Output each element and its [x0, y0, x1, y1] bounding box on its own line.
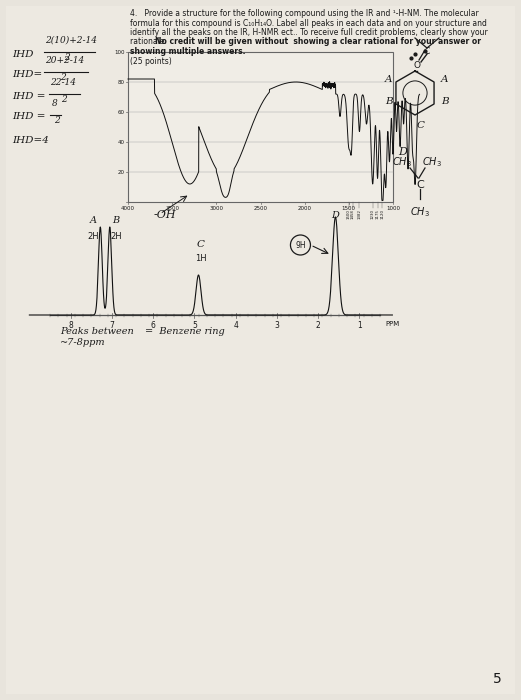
Text: IHD =: IHD = [12, 92, 45, 101]
Text: IHD: IHD [12, 50, 33, 59]
Text: rationale.: rationale. [130, 38, 169, 46]
Text: 40: 40 [118, 139, 125, 144]
Text: No credit will be given without  showing a clear rational for your answer or: No credit will be given without showing … [155, 38, 481, 46]
Text: B: B [385, 97, 393, 106]
Text: $CH_3$: $CH_3$ [410, 205, 430, 219]
Text: 80: 80 [118, 80, 125, 85]
Text: 20+2-14: 20+2-14 [45, 56, 84, 65]
Text: 2(10)+2-14: 2(10)+2-14 [45, 36, 97, 45]
Text: 2: 2 [61, 95, 67, 104]
Text: 8: 8 [68, 321, 73, 330]
Text: 2H: 2H [110, 232, 121, 241]
Text: 1500: 1500 [342, 206, 356, 211]
Text: 9H: 9H [295, 241, 306, 249]
Text: A: A [90, 216, 97, 225]
Text: 1500: 1500 [347, 209, 351, 219]
Text: 4.   Provide a structure for the following compound using the IR and ¹-H-NM. The: 4. Provide a structure for the following… [130, 9, 479, 18]
Text: 6: 6 [151, 321, 156, 330]
Text: 1458: 1458 [351, 209, 355, 219]
Text: D: D [331, 211, 339, 220]
Text: A: A [441, 74, 449, 83]
Text: 2500: 2500 [254, 206, 267, 211]
Text: 2: 2 [60, 73, 66, 82]
Text: 20: 20 [118, 169, 125, 174]
Text: IHD=: IHD= [12, 70, 42, 79]
Text: 100: 100 [115, 50, 125, 55]
Text: 2H: 2H [88, 232, 99, 241]
Text: 1382: 1382 [357, 209, 361, 219]
Text: IHD =: IHD = [12, 112, 45, 121]
Text: 3000: 3000 [209, 206, 224, 211]
Text: B: B [112, 216, 119, 225]
Text: A: A [385, 74, 392, 83]
Text: identify all the peaks on the IR, H-NMR ect.. To receive full credit problems, c: identify all the peaks on the IR, H-NMR … [130, 28, 488, 37]
Text: showing multiple answers.: showing multiple answers. [130, 47, 245, 56]
Text: 1: 1 [357, 321, 362, 330]
Text: formula for this compound is C₁₀H₁₄O. Label all peaks in each data and on your s: formula for this compound is C₁₀H₁₄O. La… [130, 18, 487, 27]
Text: 60: 60 [118, 109, 125, 115]
Bar [128, 52, 393, 202]
Text: 2: 2 [54, 116, 60, 125]
Text: =  Benzene ring: = Benzene ring [145, 327, 225, 336]
Text: 2: 2 [316, 321, 320, 330]
Text: 3: 3 [275, 321, 279, 330]
Text: 4000: 4000 [121, 206, 135, 211]
Text: 1230: 1230 [370, 209, 375, 219]
Text: 1H: 1H [195, 254, 206, 263]
Text: 8: 8 [52, 99, 58, 108]
Text: 5: 5 [192, 321, 197, 330]
Text: 1175: 1175 [376, 209, 379, 219]
Text: 3500: 3500 [165, 206, 179, 211]
Text: (25 points): (25 points) [130, 57, 172, 66]
Text: B: B [441, 97, 449, 106]
Text: 1000: 1000 [386, 206, 400, 211]
Text: -OH: -OH [154, 210, 177, 220]
Text: 2: 2 [64, 53, 70, 62]
Text: Peaks between: Peaks between [60, 327, 134, 336]
Text: $CH_3$: $CH_3$ [422, 155, 442, 169]
Text: O: O [414, 62, 420, 71]
Text: $CH_3$: $CH_3$ [392, 155, 412, 169]
Text: 1120: 1120 [380, 209, 384, 219]
Text: C: C [425, 48, 430, 57]
Text: D: D [398, 147, 407, 157]
Text: 5: 5 [493, 672, 501, 686]
Text: IHD=4: IHD=4 [12, 136, 49, 145]
Text: 4: 4 [233, 321, 238, 330]
Text: 2000: 2000 [297, 206, 312, 211]
Text: 22-14: 22-14 [50, 78, 76, 87]
Text: 7: 7 [109, 321, 114, 330]
Text: C: C [417, 122, 425, 130]
Text: C: C [416, 180, 424, 190]
Text: PPM: PPM [385, 321, 399, 327]
Text: ~7-8ppm: ~7-8ppm [60, 338, 106, 347]
Text: C: C [196, 240, 205, 249]
